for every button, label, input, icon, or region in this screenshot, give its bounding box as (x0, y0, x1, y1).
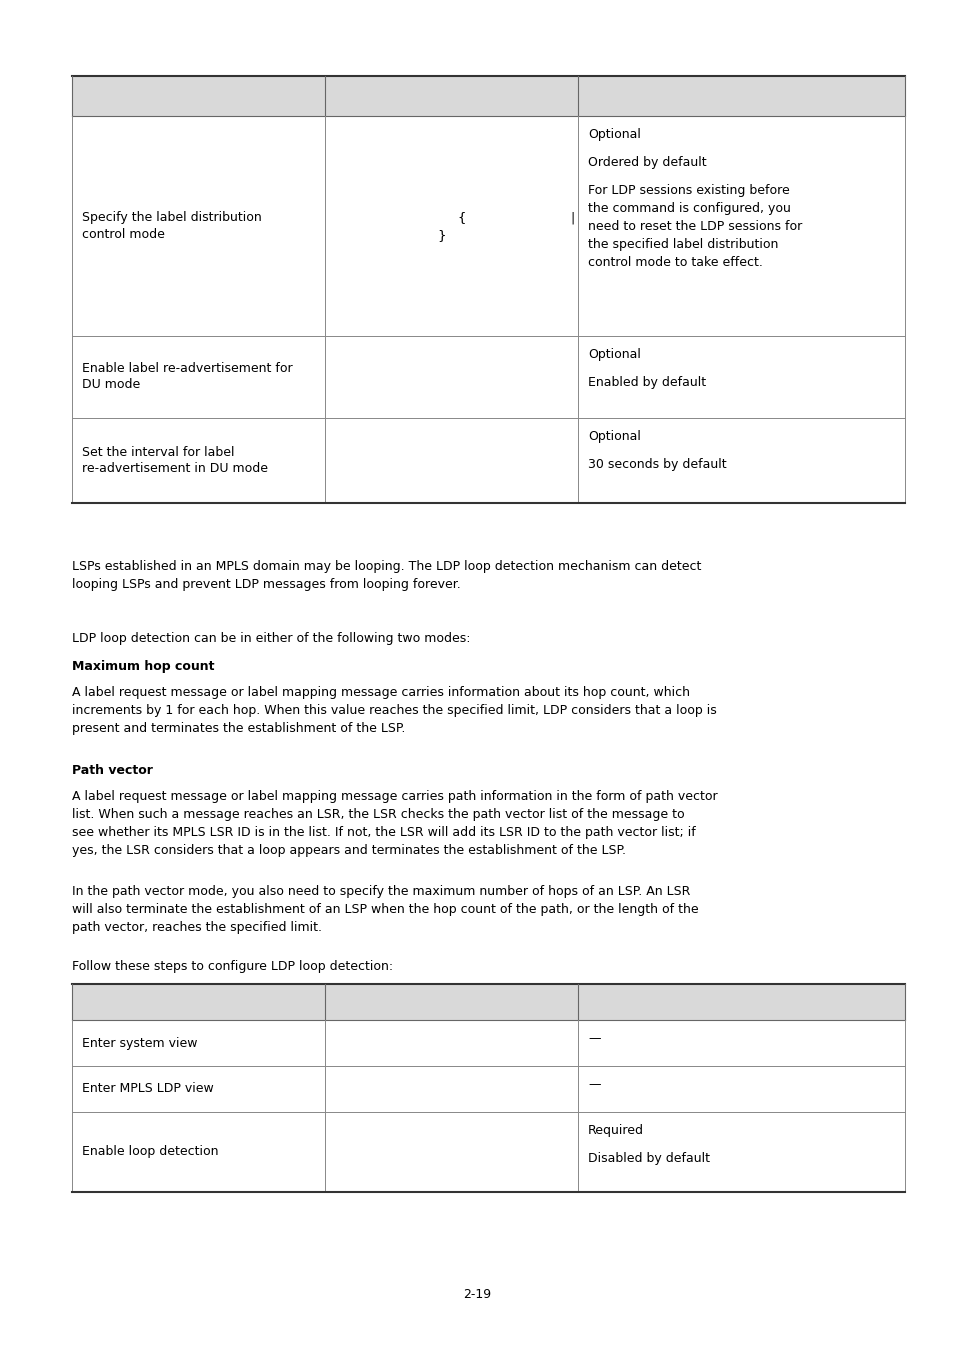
Text: {: { (456, 212, 465, 224)
Text: 2-19: 2-19 (462, 1288, 491, 1301)
Text: yes, the LSR considers that a loop appears and terminates the establishment of t: yes, the LSR considers that a loop appea… (71, 844, 625, 857)
Text: Enable label re-advertisement for: Enable label re-advertisement for (82, 363, 293, 375)
Text: }: } (436, 230, 445, 243)
Text: 30 seconds by default: 30 seconds by default (587, 458, 726, 471)
Text: In the path vector mode, you also need to specify the maximum number of hops of : In the path vector mode, you also need t… (71, 886, 690, 898)
Text: control mode: control mode (82, 228, 165, 240)
Text: Set the interval for label: Set the interval for label (82, 446, 234, 459)
Text: Optional: Optional (587, 128, 640, 140)
Text: —: — (587, 1079, 599, 1091)
Text: the specified label distribution: the specified label distribution (587, 238, 778, 251)
Text: Ordered by default: Ordered by default (587, 157, 706, 169)
Text: Enter MPLS LDP view: Enter MPLS LDP view (82, 1083, 213, 1095)
Text: see whether its MPLS LSR ID is in the list. If not, the LSR will add its LSR ID : see whether its MPLS LSR ID is in the li… (71, 826, 695, 838)
Text: the command is configured, you: the command is configured, you (587, 202, 790, 215)
Text: present and terminates the establishment of the LSP.: present and terminates the establishment… (71, 722, 405, 734)
Text: —: — (587, 1031, 599, 1045)
Text: DU mode: DU mode (82, 378, 140, 392)
Text: Optional: Optional (587, 431, 640, 443)
Text: Enable loop detection: Enable loop detection (82, 1146, 218, 1158)
Text: re-advertisement in DU mode: re-advertisement in DU mode (82, 462, 268, 475)
Text: control mode to take effect.: control mode to take effect. (587, 256, 762, 269)
Text: path vector, reaches the specified limit.: path vector, reaches the specified limit… (71, 921, 322, 934)
Text: A label request message or label mapping message carries path information in the: A label request message or label mapping… (71, 790, 717, 803)
Text: list. When such a message reaches an LSR, the LSR checks the path vector list of: list. When such a message reaches an LSR… (71, 809, 684, 821)
Text: looping LSPs and prevent LDP messages from looping forever.: looping LSPs and prevent LDP messages fr… (71, 578, 460, 591)
Text: need to reset the LDP sessions for: need to reset the LDP sessions for (587, 220, 801, 234)
Text: Path vector: Path vector (71, 764, 152, 778)
Text: Optional: Optional (587, 348, 640, 360)
Text: will also terminate the establishment of an LSP when the hop count of the path, : will also terminate the establishment of… (71, 903, 698, 917)
Text: Maximum hop count: Maximum hop count (71, 660, 214, 674)
Bar (71, 76, 904, 116)
Text: Follow these steps to configure LDP loop detection:: Follow these steps to configure LDP loop… (71, 960, 393, 973)
Bar (71, 984, 904, 1021)
Text: Enter system view: Enter system view (82, 1037, 197, 1049)
Text: A label request message or label mapping message carries information about its h: A label request message or label mapping… (71, 686, 689, 699)
Text: For LDP sessions existing before: For LDP sessions existing before (587, 184, 789, 197)
Text: Specify the label distribution: Specify the label distribution (82, 212, 261, 224)
Text: Required: Required (587, 1125, 643, 1137)
Text: Disabled by default: Disabled by default (587, 1152, 709, 1165)
Text: LDP loop detection can be in either of the following two modes:: LDP loop detection can be in either of t… (71, 632, 470, 645)
Text: LSPs established in an MPLS domain may be looping. The LDP loop detection mechan: LSPs established in an MPLS domain may b… (71, 560, 700, 572)
Text: Enabled by default: Enabled by default (587, 377, 705, 389)
Text: increments by 1 for each hop. When this value reaches the specified limit, LDP c: increments by 1 for each hop. When this … (71, 703, 716, 717)
Text: |: | (570, 212, 575, 224)
